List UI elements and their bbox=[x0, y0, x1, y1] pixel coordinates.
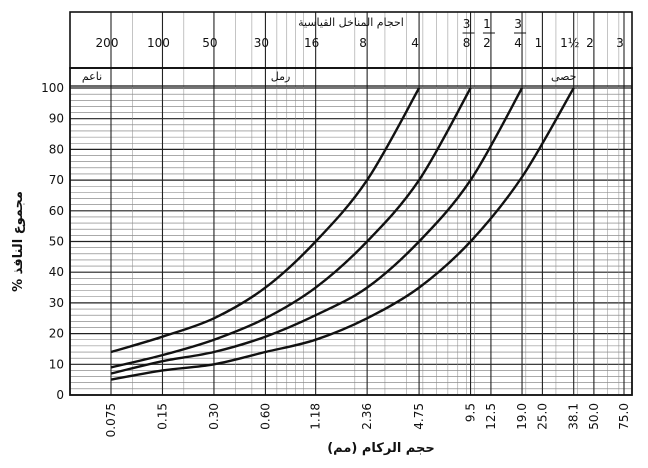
x-tick-label: 2.36 bbox=[360, 403, 374, 430]
top-axis-label: احجام المناخل القياسية bbox=[298, 16, 404, 29]
top-tick-label: 1½ bbox=[560, 36, 579, 50]
y-tick-label: 30 bbox=[49, 296, 64, 310]
y-tick-label: 10 bbox=[49, 357, 64, 371]
x-tick-label: 9.5 bbox=[464, 403, 478, 422]
x-tick-label: 75.0 bbox=[617, 403, 631, 430]
grading-curve-2 bbox=[110, 87, 472, 369]
top-tick-numerator: 1 bbox=[483, 17, 491, 31]
x-tick-label: 19.0 bbox=[515, 403, 529, 430]
top-tick-denominator: 2 bbox=[483, 36, 491, 50]
zone-band: ناعم رمل حصى bbox=[70, 70, 632, 87]
top-tick-label: 1 bbox=[535, 36, 543, 50]
x-tick-label: 0.30 bbox=[207, 403, 221, 430]
grading-curve-1 bbox=[110, 87, 421, 354]
x-tick-label: 38.1 bbox=[567, 403, 581, 430]
zone-label: ناعم bbox=[82, 70, 102, 83]
top-tick-label: 100 bbox=[147, 36, 170, 50]
x-tick-label: 25.0 bbox=[535, 403, 549, 430]
top-tick-denominator: 4 bbox=[514, 36, 522, 50]
x-tick-label: 1.18 bbox=[309, 403, 323, 430]
top-tick-numerator: 3 bbox=[463, 17, 471, 31]
x-tick-label: 0.15 bbox=[155, 403, 169, 430]
top-tick-numerator: 3 bbox=[514, 17, 522, 31]
y-tick-label: 90 bbox=[49, 112, 64, 126]
x-axis-label: حجم الركام (مم) bbox=[327, 441, 435, 456]
y-axis: 0 10 20 30 40 50 60 70 80 90 100 bbox=[41, 81, 64, 402]
x-tick-label: 50.0 bbox=[587, 403, 601, 430]
y-tick-label: 50 bbox=[49, 235, 64, 249]
top-tick-denominator: 8 bbox=[463, 36, 471, 50]
y-tick-label: 80 bbox=[49, 142, 64, 156]
y-tick-label: 40 bbox=[49, 265, 64, 279]
x-axis: 0.075 0.15 0.30 0.60 1.18 2.36 4.75 9.5 12.5 19.0… bbox=[104, 403, 631, 437]
top-tick-label: 3 bbox=[616, 36, 624, 50]
top-tick-label: 8 bbox=[359, 36, 367, 50]
x-tick-label: 0.075 bbox=[104, 403, 118, 437]
top-tick-label: 200 bbox=[96, 36, 119, 50]
zone-label: رمل bbox=[271, 70, 291, 83]
grading-curve-3 bbox=[110, 87, 524, 375]
grading-curve-4 bbox=[110, 87, 575, 381]
grid-lines bbox=[70, 12, 632, 396]
zone-label: حصى bbox=[551, 70, 577, 83]
y-tick-label: 0 bbox=[56, 388, 64, 402]
top-tick-label: 16 bbox=[304, 36, 319, 50]
plot-frame bbox=[69, 67, 633, 396]
top-tick-label: 50 bbox=[202, 36, 217, 50]
y-axis-label: % مجموع النافذ bbox=[11, 191, 26, 292]
top-tick-label: 30 bbox=[254, 36, 269, 50]
chart-frame bbox=[69, 11, 633, 396]
x-tick-label: 12.5 bbox=[484, 403, 498, 430]
y-tick-label: 60 bbox=[49, 204, 64, 218]
y-tick-label: 70 bbox=[49, 173, 64, 187]
top-tick-label: 4 bbox=[411, 36, 419, 50]
y-tick-label: 20 bbox=[49, 327, 64, 341]
top-tick-label: 2 bbox=[586, 36, 594, 50]
x-tick-label: 0.60 bbox=[258, 403, 272, 430]
grading-curves bbox=[110, 87, 575, 381]
x-tick-label: 4.75 bbox=[412, 403, 426, 430]
y-tick-label: 100 bbox=[41, 81, 64, 95]
